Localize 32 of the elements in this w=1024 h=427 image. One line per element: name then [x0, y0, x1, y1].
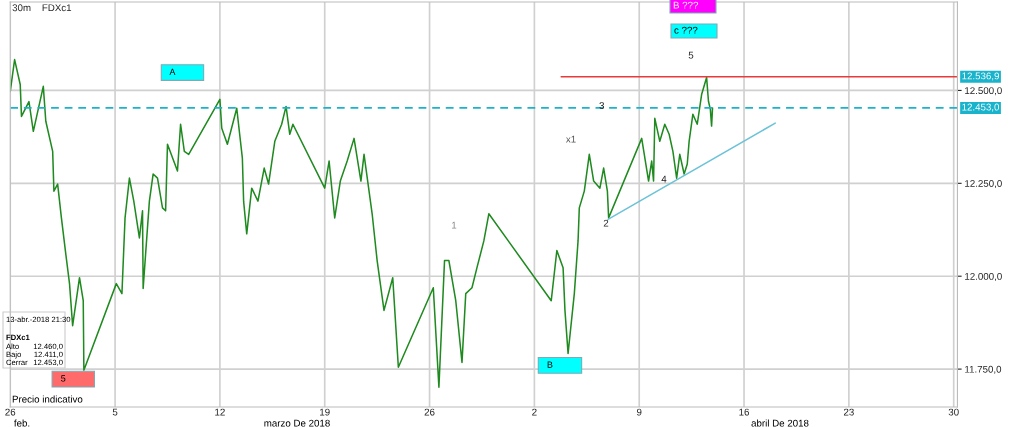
x-tick-label: 30 [948, 408, 959, 416]
x-tick-label: 2 [532, 408, 537, 416]
text: marzo De 2018 [264, 419, 330, 427]
text: feb. [14, 419, 30, 427]
y-tick-label: 12.250,0 [965, 180, 1002, 189]
annotation: 1 [452, 221, 457, 229]
text: abril De 2018 [751, 419, 809, 427]
x-tick-label: 5 [112, 408, 118, 416]
annotation: 5 [688, 51, 694, 59]
annotation: c ??? [674, 26, 698, 34]
chart-title: 30m FDXc1 [12, 4, 72, 12]
annotation: 4 [661, 175, 667, 183]
annotation: 12.536,9 [962, 72, 999, 81]
y-tick-label: 12.000,0 [965, 272, 1002, 281]
y-tick-label: 12.500,0 [965, 87, 1002, 96]
x-tick-label: 12 [215, 408, 225, 416]
x-tick-label: 9 [636, 408, 642, 416]
annotation: B [547, 361, 553, 368]
annotation: A [169, 68, 176, 75]
annotation: 3 [599, 102, 605, 110]
x-tick-label: 19 [320, 408, 330, 416]
ref-line-label: 12.453,0 [962, 103, 1000, 112]
annotation: 5 [61, 375, 66, 382]
annotation: Precio indicativo [12, 395, 83, 403]
annotation: B ??? [673, 1, 699, 9]
x-tick-label: 23 [843, 408, 854, 416]
x-tick-label: 16 [739, 408, 750, 416]
annotation: 2 [603, 219, 609, 227]
y-tick-label: 11.750,0 [965, 365, 1002, 374]
annotation: x1 [565, 135, 576, 143]
x-tick-label: 26 [5, 408, 16, 416]
x-tick-label: 26 [424, 408, 435, 416]
